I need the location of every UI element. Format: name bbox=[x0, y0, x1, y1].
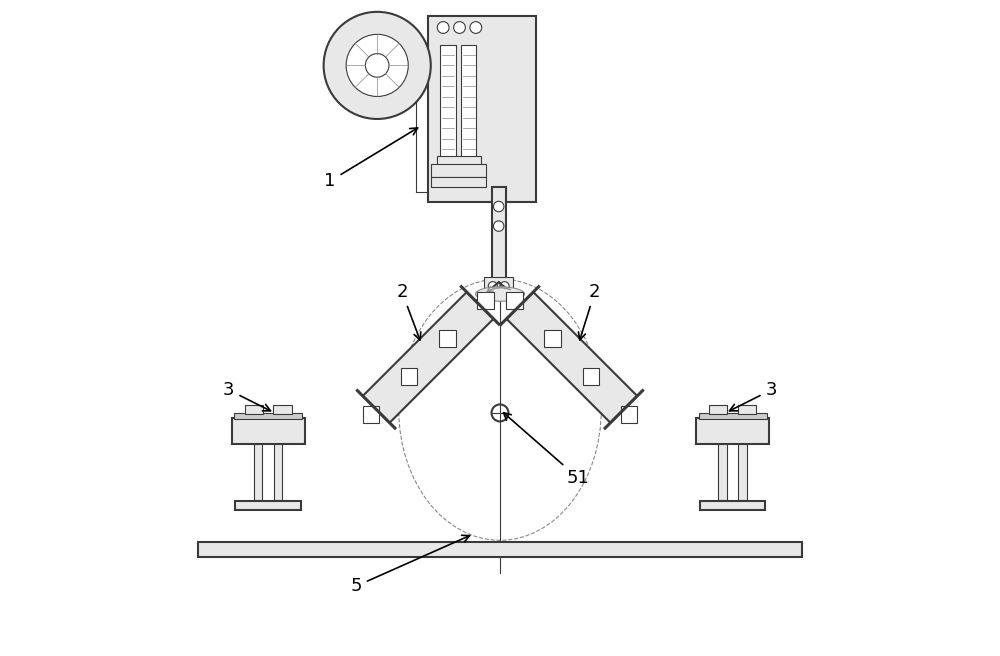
Polygon shape bbox=[738, 444, 747, 500]
Circle shape bbox=[324, 12, 431, 119]
Text: 5: 5 bbox=[351, 535, 470, 595]
Circle shape bbox=[454, 22, 465, 33]
Text: 2: 2 bbox=[396, 283, 421, 340]
Polygon shape bbox=[234, 413, 302, 419]
Text: 2: 2 bbox=[578, 283, 600, 340]
Ellipse shape bbox=[476, 287, 524, 301]
Polygon shape bbox=[235, 501, 301, 510]
Polygon shape bbox=[401, 368, 417, 385]
Text: 1: 1 bbox=[324, 128, 418, 190]
Polygon shape bbox=[699, 413, 767, 419]
Polygon shape bbox=[363, 292, 494, 422]
Text: 3: 3 bbox=[223, 381, 270, 411]
Polygon shape bbox=[738, 405, 756, 413]
Polygon shape bbox=[621, 406, 637, 423]
Polygon shape bbox=[718, 444, 727, 500]
Polygon shape bbox=[492, 187, 506, 282]
Polygon shape bbox=[700, 501, 765, 510]
Polygon shape bbox=[437, 156, 481, 167]
Polygon shape bbox=[431, 177, 486, 187]
Circle shape bbox=[346, 34, 408, 96]
Polygon shape bbox=[477, 292, 494, 308]
Text: 3: 3 bbox=[730, 381, 777, 411]
Polygon shape bbox=[506, 292, 637, 422]
Text: 51: 51 bbox=[503, 413, 590, 487]
Circle shape bbox=[488, 281, 497, 291]
Circle shape bbox=[470, 22, 482, 33]
Polygon shape bbox=[254, 444, 262, 500]
Polygon shape bbox=[696, 418, 769, 444]
Polygon shape bbox=[439, 330, 456, 347]
Circle shape bbox=[493, 221, 504, 232]
Polygon shape bbox=[461, 45, 476, 166]
Polygon shape bbox=[274, 444, 282, 500]
Polygon shape bbox=[431, 164, 486, 177]
Circle shape bbox=[500, 281, 509, 291]
Polygon shape bbox=[440, 45, 456, 166]
Polygon shape bbox=[709, 405, 727, 413]
Circle shape bbox=[492, 405, 508, 421]
Polygon shape bbox=[544, 330, 561, 347]
Circle shape bbox=[365, 54, 389, 77]
Circle shape bbox=[493, 201, 504, 212]
Circle shape bbox=[437, 22, 449, 33]
Polygon shape bbox=[583, 368, 599, 385]
Polygon shape bbox=[232, 418, 305, 444]
Polygon shape bbox=[245, 405, 263, 413]
Polygon shape bbox=[428, 16, 536, 202]
Polygon shape bbox=[484, 277, 513, 289]
Polygon shape bbox=[273, 405, 292, 413]
Polygon shape bbox=[506, 292, 523, 308]
Polygon shape bbox=[198, 543, 802, 557]
Polygon shape bbox=[363, 406, 379, 423]
